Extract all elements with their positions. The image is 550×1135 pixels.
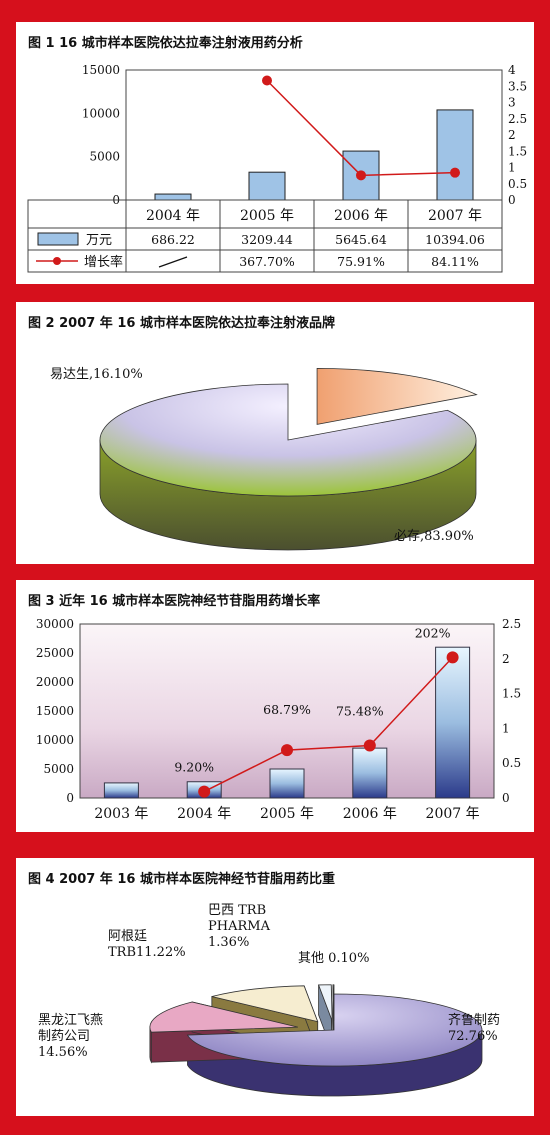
- legend-swatch: [53, 257, 61, 265]
- x-tick-label: 2005 年: [240, 208, 294, 224]
- series-point: [446, 651, 459, 664]
- chart-panel-4: 图 4 2007 年 16 城市样本医院神经节苷脂用药比重 齐鲁制药 72.76%…: [16, 858, 534, 1116]
- x-tick-label: 2004 年: [177, 806, 231, 822]
- series-point: [262, 75, 272, 86]
- chart-panel-3: 图 3 近年 16 城市样本医院神经节苷脂用药增长率 0 5000 10000 150…: [16, 580, 534, 832]
- pie-slice: [318, 984, 333, 1021]
- slice-label: 14.56%: [38, 1045, 88, 1060]
- slice-label: TRB11.22%: [108, 945, 186, 960]
- y2-tick-label: 0: [502, 791, 510, 805]
- series-point: [281, 744, 293, 757]
- y2-tick-label: 2: [502, 652, 510, 666]
- slice-label: 其他 0.10%: [298, 951, 369, 966]
- legend-label: 增长率: [84, 254, 123, 270]
- bar: [103, 782, 139, 799]
- y-tick-label: 30000: [36, 617, 74, 631]
- pie-slice: [332, 984, 335, 1021]
- x-tick-label: 2006 年: [343, 806, 397, 822]
- slice-label: 制药公司: [38, 1029, 90, 1044]
- data-label-dash: [158, 256, 188, 268]
- slice-label: 阿根廷: [108, 929, 147, 944]
- x-tick-label: 2005 年: [260, 806, 314, 822]
- slice-label: 齐鲁制药: [448, 1012, 500, 1028]
- pie-slice: [316, 367, 478, 425]
- legend-swatch: [37, 232, 79, 246]
- slice-label: 易达生,16.10%: [50, 367, 143, 382]
- data-label: 84.11%: [431, 254, 479, 269]
- bar: [436, 109, 474, 201]
- y-tick-label: 10000: [82, 106, 120, 120]
- x-tick-label: 2003 年: [94, 806, 148, 822]
- y2-tick-label: 3.5: [508, 79, 527, 93]
- data-label: 75.48%: [336, 703, 384, 718]
- slice-label: PHARMA: [208, 919, 271, 934]
- slice-label: 黑龙江飞燕: [38, 1013, 103, 1028]
- y-tick-label: 20000: [36, 675, 74, 689]
- y2-tick-label: 1: [508, 161, 516, 175]
- x-tick-label: 2007 年: [428, 208, 482, 224]
- bar: [352, 747, 388, 799]
- y-tick-label: 0: [66, 791, 74, 805]
- bar: [248, 171, 286, 201]
- y-tick-label: 5000: [43, 762, 74, 776]
- y2-tick-label: 0.5: [508, 177, 527, 191]
- bar: [269, 768, 305, 799]
- legend-label: 万元: [86, 233, 112, 248]
- data-label: 10394.06: [425, 232, 485, 247]
- y-tick-label: 15000: [36, 704, 74, 718]
- x-tick-label: 2007 年: [426, 806, 480, 822]
- series-point: [363, 739, 376, 752]
- y-tick-label: 5000: [89, 150, 120, 164]
- chart-title: 图 3 近年 16 城市样本医院神经节苷脂用药增长率: [28, 594, 321, 609]
- y2-tick-label: 2.5: [508, 112, 527, 126]
- y2-tick-label: 4: [508, 63, 516, 77]
- pie-slice: [149, 1001, 298, 1033]
- chart-2-svg: 易达生,16.10% 必存,83.90%: [50, 367, 478, 551]
- series-point: [450, 167, 460, 178]
- x-tick-label: 2004 年: [146, 208, 200, 224]
- chart-panel-2: 图 2 2007 年 16 城市样本医院依达拉奉注射液品牌 易达生,16.10%…: [16, 302, 534, 564]
- chart-title: 图 4 2007 年 16 城市样本医院神经节苷脂用药比重: [28, 872, 335, 887]
- y2-tick-label: 0.5: [502, 756, 521, 770]
- chart-title: 图 1 16 城市样本医院依达拉奉注射液用药分析: [28, 36, 303, 51]
- series-point: [198, 785, 211, 798]
- data-label: 686.22: [151, 232, 195, 247]
- y-tick-label: 10000: [36, 733, 74, 747]
- y2-tick-label: 1.5: [508, 144, 527, 158]
- slice-label: 72.76%: [448, 1029, 498, 1044]
- chart-panel-1: 图 1 16 城市样本医院依达拉奉注射液用药分析 0 5000 10000 15000…: [16, 22, 534, 284]
- data-label: 68.79%: [263, 702, 311, 717]
- y2-tick-label: 1: [502, 721, 510, 735]
- chart-title: 图 2 2007 年 16 城市样本医院依达拉奉注射液品牌: [28, 316, 335, 331]
- bar: [154, 193, 192, 201]
- pie-slice: [99, 383, 477, 497]
- data-label: 202%: [415, 625, 451, 640]
- y-tick-label: 25000: [36, 646, 74, 660]
- slice-label: 必存,83.90%: [394, 529, 474, 544]
- y2-tick-label: 2.5: [502, 617, 521, 631]
- series-point: [356, 170, 366, 181]
- data-label: 5645.64: [335, 232, 387, 247]
- pie-slice: [186, 993, 483, 1067]
- slice-label: 巴西 TRB: [208, 903, 266, 918]
- y2-tick-label: 1.5: [502, 687, 521, 701]
- data-label: 9.20%: [174, 760, 214, 775]
- y2-tick-label: 2: [508, 128, 516, 142]
- data-label: 75.91%: [337, 254, 385, 269]
- chart-3-svg: 0 5000 10000 15000 20000 25000 30000 0 0.5 1 1.5 2 2…: [36, 617, 521, 822]
- pie-slice: [211, 985, 319, 1023]
- y-tick-label: 15000: [82, 63, 120, 77]
- data-label: 3209.44: [241, 232, 293, 247]
- data-label: 367.70%: [239, 254, 295, 269]
- bar: [435, 646, 471, 799]
- slice-label: 1.36%: [208, 935, 249, 950]
- y2-tick-label: 0: [508, 193, 516, 207]
- series-line: [203, 656, 454, 793]
- x-tick-label: 2006 年: [334, 208, 388, 224]
- y2-tick-label: 3: [508, 96, 516, 110]
